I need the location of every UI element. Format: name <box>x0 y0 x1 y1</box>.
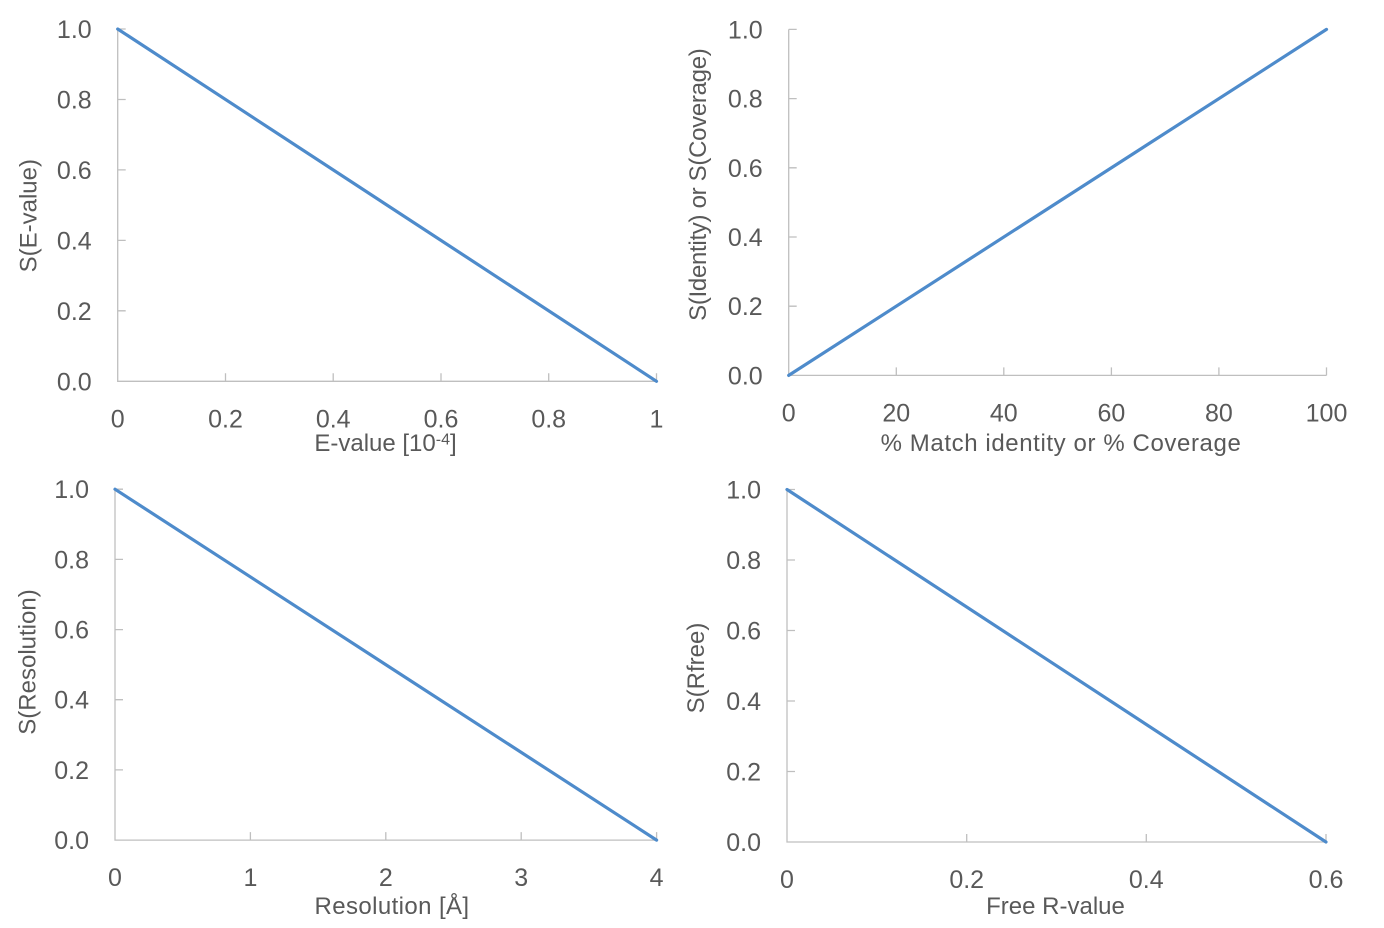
svg-text:0: 0 <box>782 399 796 427</box>
svg-text:S(Resolution): S(Resolution) <box>15 589 42 734</box>
svg-text:0.4: 0.4 <box>728 224 763 252</box>
svg-text:0.2: 0.2 <box>728 293 763 321</box>
svg-text:0.8: 0.8 <box>54 546 89 574</box>
svg-text:0.0: 0.0 <box>726 829 761 857</box>
svg-text:Free R-value: Free R-value <box>986 893 1125 920</box>
svg-text:% Match identity or % Coverage: % Match identity or % Coverage <box>881 430 1242 457</box>
svg-text:60: 60 <box>1097 399 1125 427</box>
svg-text:0.4: 0.4 <box>316 405 351 433</box>
svg-text:0.6: 0.6 <box>1309 866 1344 894</box>
svg-text:1: 1 <box>650 405 664 433</box>
svg-text:0.6: 0.6 <box>54 617 89 645</box>
svg-text:0.8: 0.8 <box>531 405 566 433</box>
svg-text:1.0: 1.0 <box>728 16 763 44</box>
svg-text:20: 20 <box>882 399 910 427</box>
svg-text:0.4: 0.4 <box>726 688 761 716</box>
svg-text:S(Rfree): S(Rfree) <box>683 623 710 714</box>
svg-text:80: 80 <box>1205 399 1233 427</box>
svg-text:1.0: 1.0 <box>57 16 92 44</box>
svg-text:40: 40 <box>990 399 1018 427</box>
svg-text:0.2: 0.2 <box>726 759 761 787</box>
svg-text:0.6: 0.6 <box>424 405 459 433</box>
svg-text:0.2: 0.2 <box>949 866 984 894</box>
svg-text:0.8: 0.8 <box>728 86 763 114</box>
svg-text:2: 2 <box>379 864 393 892</box>
svg-text:0.4: 0.4 <box>54 687 89 715</box>
svg-text:S(E-value): S(E-value) <box>16 159 43 272</box>
svg-text:E-value [10-4]: E-value [10-4] <box>314 430 456 457</box>
svg-text:1.0: 1.0 <box>54 476 89 504</box>
svg-text:1.0: 1.0 <box>726 477 761 505</box>
svg-text:0.2: 0.2 <box>57 298 92 326</box>
svg-text:100: 100 <box>1306 399 1348 427</box>
svg-text:S(Identity) or S(Coverage): S(Identity) or S(Coverage) <box>685 49 712 321</box>
svg-text:0.4: 0.4 <box>1129 866 1164 894</box>
svg-text:0: 0 <box>780 866 794 894</box>
svg-text:1: 1 <box>243 864 257 892</box>
svg-text:0.0: 0.0 <box>728 362 763 390</box>
svg-text:0.0: 0.0 <box>57 368 92 396</box>
svg-text:0.6: 0.6 <box>728 155 763 183</box>
svg-text:0.2: 0.2 <box>208 405 243 433</box>
svg-text:0.4: 0.4 <box>57 227 92 255</box>
svg-text:0.6: 0.6 <box>57 157 92 185</box>
svg-text:0.2: 0.2 <box>54 757 89 785</box>
svg-text:0.8: 0.8 <box>57 87 92 115</box>
svg-text:0.6: 0.6 <box>726 618 761 646</box>
svg-text:4: 4 <box>650 864 664 892</box>
svg-text:0.8: 0.8 <box>726 547 761 575</box>
svg-text:3: 3 <box>514 864 528 892</box>
svg-text:0: 0 <box>108 864 122 892</box>
svg-text:0: 0 <box>111 405 125 433</box>
svg-text:0.0: 0.0 <box>54 827 89 855</box>
svg-text:Resolution [Å]: Resolution [Å] <box>314 892 469 920</box>
